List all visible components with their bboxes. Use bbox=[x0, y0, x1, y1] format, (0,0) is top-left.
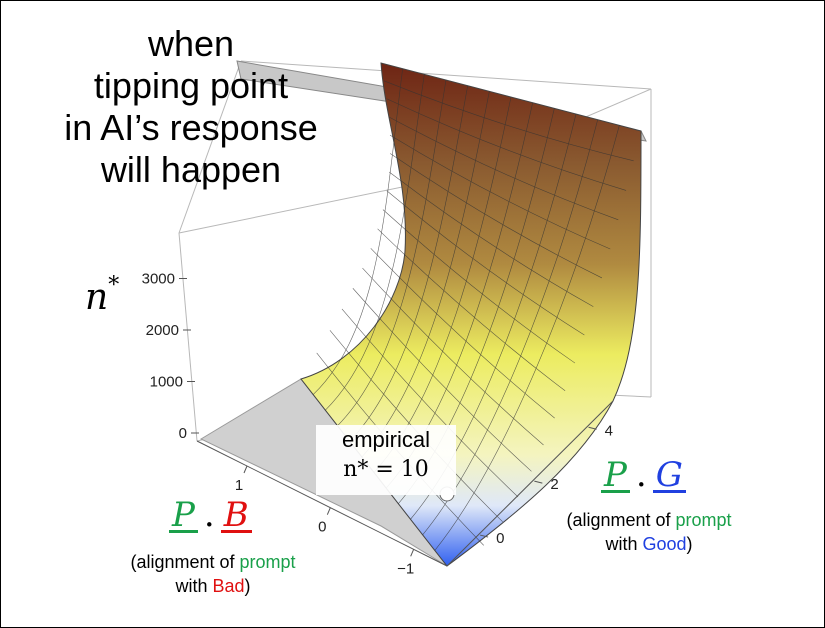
x-caption-pre: (alignment of bbox=[130, 552, 240, 572]
y-ticks: 0 2 4 bbox=[479, 422, 613, 547]
x-tick-label-0: 1 bbox=[235, 477, 243, 494]
y-tick-0 bbox=[479, 534, 489, 538]
y-axis-vector-label: P.G bbox=[601, 455, 686, 495]
y-axis-caption: (alignment of prompt with Good) bbox=[529, 508, 769, 556]
z-tick-label-0: 0 bbox=[179, 425, 187, 442]
x-caption-mid: with bbox=[175, 576, 213, 596]
mesh-line-cross-13 bbox=[388, 116, 619, 221]
x-caption-prompt: prompt bbox=[239, 552, 296, 572]
x-tick-label-1: 0 bbox=[318, 519, 326, 536]
y-tick-1 bbox=[534, 480, 543, 484]
x-tick-2 bbox=[410, 549, 415, 557]
mesh-line-long-5 bbox=[361, 91, 490, 458]
front-axes bbox=[196, 400, 614, 567]
x-axis-vector-label: P.B bbox=[169, 495, 252, 535]
mesh-line-cross-5 bbox=[362, 267, 544, 446]
y-caption-good: Good bbox=[642, 534, 687, 554]
y-caption-pre: (alignment of bbox=[566, 510, 676, 530]
mesh-line-cross-3 bbox=[341, 308, 519, 498]
z-tick-label-3: 3000 bbox=[142, 271, 175, 288]
y-caption-post: ) bbox=[686, 534, 693, 554]
y-tick-label-0: 0 bbox=[496, 530, 504, 547]
title-line-3: in AI’s response bbox=[64, 107, 318, 148]
mesh-line-cross-4 bbox=[352, 288, 532, 472]
y-vector-dot: . bbox=[635, 455, 647, 495]
mesh-line-cross-9 bbox=[386, 190, 585, 336]
slide-title: when tipping point in AI’s response will… bbox=[11, 23, 371, 191]
annotation-line-2: n* = 10 bbox=[343, 457, 429, 482]
y-tick-label-1: 2 bbox=[550, 476, 558, 493]
y-vector-g: G bbox=[652, 458, 686, 493]
y-caption-mid: with bbox=[605, 534, 643, 554]
mesh-line-long-11 bbox=[434, 125, 620, 551]
y-caption-prompt: prompt bbox=[675, 510, 732, 530]
x-ticks: 1 0 −1 bbox=[235, 465, 415, 577]
x-tick-0 bbox=[243, 465, 248, 474]
mesh-line-cross-11 bbox=[390, 153, 603, 279]
mesh-line-long-4 bbox=[349, 85, 468, 442]
x-vector-dot: . bbox=[203, 495, 215, 535]
x-caption-post: ) bbox=[244, 576, 251, 596]
mesh-line-cross-8 bbox=[382, 209, 576, 364]
y-tick-2 bbox=[588, 426, 597, 430]
x-vector-b: B bbox=[220, 498, 252, 533]
x-tick-1 bbox=[326, 507, 331, 515]
z-tick-label-2: 2000 bbox=[146, 322, 179, 339]
z-ticks: 0 1000 2000 3000 bbox=[142, 271, 199, 442]
mesh-line-cross-7 bbox=[377, 228, 566, 392]
y-tick-label-2: 4 bbox=[605, 422, 613, 439]
mesh-line-long-2 bbox=[325, 74, 425, 411]
x-axis-caption: (alignment of prompt with Bad) bbox=[93, 550, 333, 598]
mesh-line-cross-12 bbox=[389, 134, 611, 250]
z-axis-label: n* bbox=[85, 273, 120, 318]
title-line-1: when bbox=[147, 23, 235, 64]
title-line-2: tipping point bbox=[93, 65, 289, 106]
mesh-line-long-1 bbox=[312, 68, 403, 395]
x-caption-bad: Bad bbox=[212, 576, 245, 596]
mesh-line-cross-15 bbox=[383, 80, 634, 162]
empirical-annotation: empirical n* = 10 bbox=[316, 425, 456, 495]
mesh-line-long-3 bbox=[337, 79, 447, 426]
mesh-line-cross-10 bbox=[389, 171, 594, 307]
mesh-line-cross-6 bbox=[370, 248, 555, 419]
x-vector-p: P bbox=[169, 498, 198, 533]
mesh-line-cross-14 bbox=[386, 98, 627, 191]
x-tick-label-2: −1 bbox=[397, 560, 414, 577]
z-tick-label-1: 1000 bbox=[150, 374, 183, 391]
y-vector-p: P bbox=[601, 458, 630, 493]
annotation-line-1: empirical bbox=[341, 427, 431, 452]
title-line-4: will happen bbox=[100, 149, 282, 190]
